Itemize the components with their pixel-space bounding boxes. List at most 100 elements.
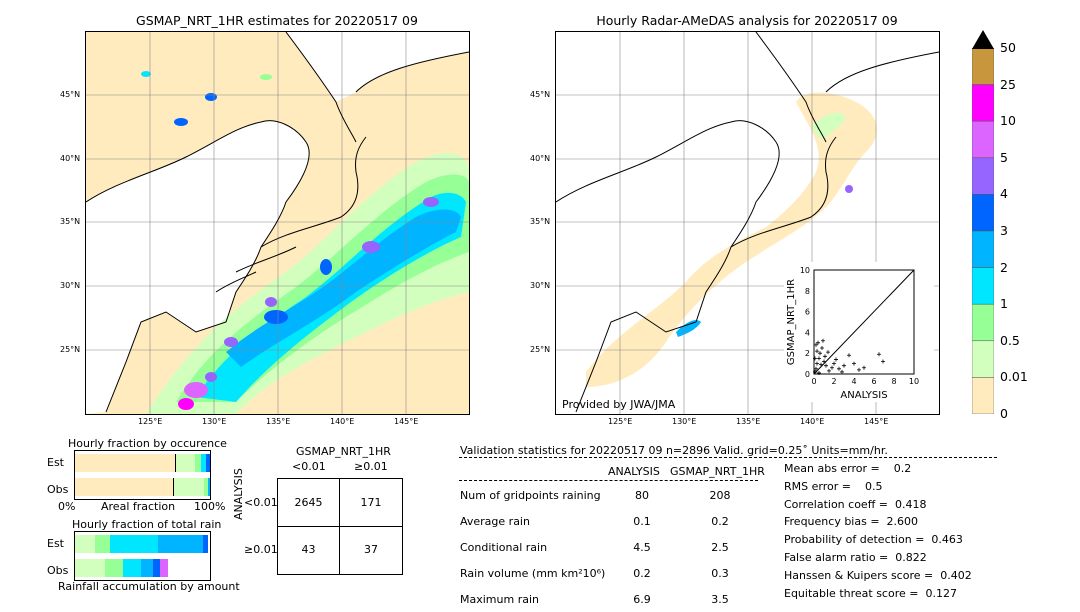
scatter-point — [814, 342, 818, 347]
scatter-x-tick: 6 — [871, 377, 876, 386]
scatter-y-tick: 0 — [805, 370, 810, 379]
scatter-point — [813, 356, 817, 361]
left-map — [85, 31, 470, 415]
colorbar-label: 0 — [1000, 406, 1008, 421]
validation-row-label: Average rain — [460, 515, 530, 528]
left-lon-125: 125°E — [138, 417, 163, 426]
left-lat-35: 35°N — [60, 217, 81, 226]
colorbar-label: 10 — [1000, 113, 1016, 129]
scatter-point — [815, 349, 819, 354]
validation-header: Validation statistics for 20220517 09 n=… — [460, 444, 888, 457]
contingency-col-ge: ≥0.01 — [354, 460, 388, 473]
credit-text: Provided by JWA/JMA — [562, 398, 676, 411]
scatter-point — [816, 340, 820, 345]
scatter-y-tick: 2 — [805, 349, 810, 358]
scatter-point — [837, 366, 841, 371]
scatter-plot: 00 2 2 4 4 6 6 8 8 10 10 ANALYSIS GSMAP_NRT_1HR — [786, 266, 919, 401]
colorbar-label: 4 — [1000, 186, 1008, 202]
colorbar-segment — [971, 120, 995, 159]
left-lat-45: 45°N — [60, 90, 81, 99]
right-lat-30: 30°N — [530, 281, 551, 290]
contingency-col-lt: <0.01 — [292, 460, 326, 473]
right-lon-135: 135°E — [736, 417, 761, 426]
right-lon-145: 145°E — [864, 417, 889, 426]
scatter-point — [830, 365, 834, 370]
colorbar-segment — [971, 84, 995, 122]
validation-row-analysis: 6.9 — [633, 593, 651, 606]
validation-score: Correlation coeff = 0.418 — [784, 497, 927, 511]
validation-divider-2 — [459, 480, 758, 481]
colorbar-segment — [971, 340, 995, 378]
occurrence-x-left: 0% — [58, 500, 76, 513]
contingency-hline — [278, 526, 402, 527]
scatter-point — [862, 365, 866, 370]
occurrence-est-dry — [75, 454, 176, 472]
colorbar-label: 0.01 — [1000, 369, 1028, 385]
scatter-point — [817, 370, 821, 375]
scatter-point — [824, 363, 828, 368]
validation-score: Frequency bias = 2.600 — [784, 515, 919, 529]
left-lat-25: 25°N — [60, 345, 81, 354]
contingency-cell-11: 37 — [364, 543, 378, 556]
colorbar-segment — [971, 267, 995, 305]
left-lat-30: 30°N — [60, 281, 81, 290]
occurrence-x-right: 100% — [194, 500, 226, 513]
left-lat-40: 40°N — [60, 154, 81, 163]
contingency-row-axis-text: ANALYSIS — [232, 468, 245, 520]
scatter-point — [881, 359, 885, 364]
validation-row-analysis: 0.2 — [633, 567, 651, 580]
colorbar-label: 25 — [1000, 76, 1016, 92]
validation-score: RMS error = 0.5 — [784, 479, 883, 493]
right-lon-140: 140°E — [800, 417, 825, 426]
scatter-inset: 0 0 2 2 4 4 6 6 8 8 10 10 ANALYSIS GSMAP_NRT_1HR — [784, 262, 934, 402]
scatter-point — [877, 352, 881, 357]
total-rain-est-1 — [75, 535, 95, 553]
total-rain-row-est: Est — [47, 537, 64, 550]
scatter-point — [826, 350, 830, 355]
total-rain-est-4 — [158, 535, 203, 553]
total-rain-obs-2 — [105, 559, 123, 577]
scatter-x-tick: 0 — [811, 377, 816, 386]
occurrence-title: Hourly fraction by occurence — [68, 437, 227, 450]
validation-row-label: Maximum rain — [460, 593, 539, 606]
scatter-x-label: ANALYSIS — [840, 390, 887, 401]
contingency-cell-01: 171 — [360, 496, 382, 509]
occurrence-obs-2 — [208, 478, 210, 496]
occurrence-row-est: Est — [47, 456, 64, 469]
colorbar-segment — [971, 47, 995, 85]
colorbar-segment — [971, 157, 995, 195]
total-rain-title: Hourly fraction of total rain — [72, 518, 222, 531]
scatter-point — [834, 357, 838, 362]
occurrence-obs-light — [174, 478, 204, 496]
contingency-cell-10: 43 — [301, 543, 316, 556]
scatter-point — [822, 359, 826, 364]
occurrence-x-label: Areal fraction — [101, 500, 176, 513]
right-lon-125: 125°E — [608, 417, 633, 426]
validation-row-gsmap: 2.5 — [711, 541, 729, 554]
colorbar — [971, 47, 995, 415]
colorbar-label: 50 — [1000, 40, 1016, 55]
validation-row-analysis: 4.5 — [633, 541, 651, 554]
validation-row-gsmap: 0.2 — [711, 515, 729, 528]
colorbar-segment — [971, 194, 995, 232]
left-lon-135: 135°E — [266, 417, 291, 426]
colorbar-svg — [971, 47, 995, 415]
scatter-point — [821, 338, 825, 343]
right-map-svg — [556, 32, 939, 414]
colorbar-label: 5 — [1000, 149, 1008, 165]
validation-divider — [459, 457, 997, 458]
validation-score: Mean abs error = 0.2 — [784, 462, 912, 475]
scatter-point — [847, 353, 851, 358]
right-lat-35: 35°N — [530, 217, 551, 226]
scatter-y-tick: 8 — [805, 287, 810, 296]
left-lon-130: 130°E — [202, 417, 227, 426]
left-map-title: GSMAP_NRT_1HR estimates for 20220517 09 — [136, 13, 418, 28]
scatter-y-tick: 6 — [805, 308, 810, 317]
total-rain-obs-1 — [75, 559, 105, 577]
validation-score: Hanssen & Kuipers score = 0.402 — [784, 568, 972, 582]
scatter-point — [818, 351, 822, 356]
validation-row-label: Conditional rain — [460, 541, 548, 554]
scatter-point — [813, 369, 817, 374]
colorbar-label: 3 — [1000, 223, 1008, 238]
validation-row-analysis: 80 — [635, 489, 649, 502]
